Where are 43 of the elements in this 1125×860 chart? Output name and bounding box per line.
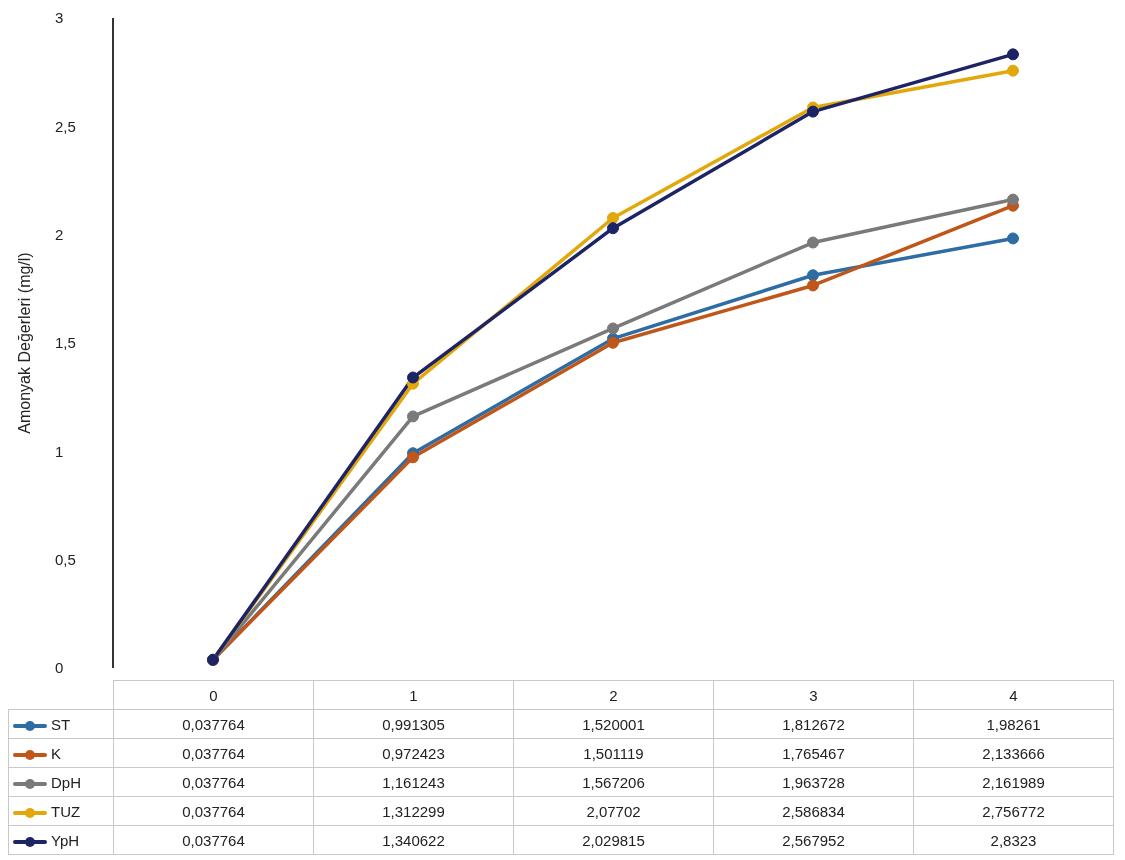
data-label: 0,037764 — [113, 767, 314, 797]
legend-label: K — [8, 738, 114, 768]
y-tick-label: 1,5 — [55, 334, 76, 352]
data-label: 1,340622 — [313, 825, 514, 855]
y-tick-label: 1 — [55, 442, 64, 460]
data-label: 1,98261 — [913, 709, 1114, 739]
data-label: 0,037764 — [113, 825, 314, 855]
data-label: 1,812672 — [713, 709, 914, 739]
data-label: 2,756772 — [913, 796, 1114, 826]
data-label: 0,037764 — [113, 738, 314, 768]
x-tick-label: 2 — [513, 680, 714, 710]
data-label: 1,312299 — [313, 796, 514, 826]
y-tick-label: 0 — [55, 659, 64, 677]
x-tick-label: 4 — [913, 680, 1114, 710]
legend-label: DpH — [8, 767, 114, 797]
data-label: 1,520001 — [513, 709, 714, 739]
data-label: 2,029815 — [513, 825, 714, 855]
data-label: 2,586834 — [713, 796, 914, 826]
y-tick-label: 3 — [55, 9, 64, 27]
data-label: 2,133666 — [913, 738, 1114, 768]
data-label: 0,991305 — [313, 709, 514, 739]
x-tick-label: 3 — [713, 680, 914, 710]
data-label: 1,501119 — [513, 738, 714, 768]
y-tick-label: 0,5 — [55, 550, 76, 568]
data-label: 2,567952 — [713, 825, 914, 855]
legend-label: YpH — [8, 825, 114, 855]
data-label: 0,972423 — [313, 738, 514, 768]
y-axis-title: Amonyak Değerleri (mg/l) — [15, 252, 33, 434]
data-label: 1,765467 — [713, 738, 914, 768]
data-label: 1,161243 — [313, 767, 514, 797]
legend-label: ST — [8, 709, 114, 739]
y-tick-label: 2 — [55, 225, 64, 243]
data-label: 2,161989 — [913, 767, 1114, 797]
legend-label: TUZ — [8, 796, 114, 826]
data-label: 1,567206 — [513, 767, 714, 797]
data-label: 1,963728 — [713, 767, 914, 797]
data-label: 2,8323 — [913, 825, 1114, 855]
data-label: 0,037764 — [113, 796, 314, 826]
x-tick-label: 0 — [113, 680, 314, 710]
y-tick-label: 2,5 — [55, 117, 76, 135]
data-label: 0,037764 — [113, 709, 314, 739]
data-label: 2,07702 — [513, 796, 714, 826]
x-tick-label: 1 — [313, 680, 514, 710]
